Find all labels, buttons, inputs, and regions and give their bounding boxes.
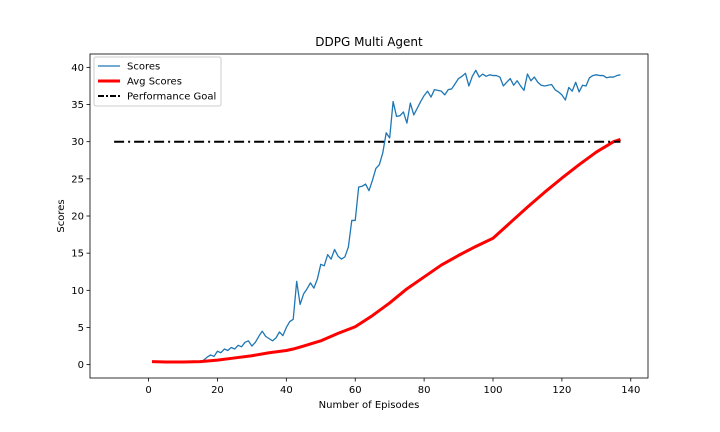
x-tick-label: 60 [349,385,362,396]
chart-title: DDPG Multi Agent [315,35,423,49]
y-tick-label: 5 [78,323,84,334]
series-line-1 [151,69,621,364]
series-layer [114,69,621,364]
y-tick-label: 35 [71,100,84,111]
legend: Scores Avg Scores Performance Goal [93,56,222,107]
y-tick-label: 20 [71,212,84,223]
y-tick-label: 40 [71,63,84,74]
series-line-2 [151,138,621,364]
y-tick-label: 30 [71,137,84,148]
x-tick-label: 100 [483,385,502,396]
legend-label: Avg Scores [127,77,182,88]
y-tick-label: 10 [71,286,84,297]
x-tick-label: 20 [211,385,224,396]
legend-box [93,56,222,107]
x-axis-label: Number of Episodes [319,400,420,411]
x-tick-label: 80 [418,385,431,396]
x-tick-label: 0 [145,385,151,396]
legend-label: Performance Goal [127,92,216,103]
y-tick-label: 15 [71,249,84,260]
legend-label: Scores [127,62,160,73]
y-tick-label: 25 [71,174,84,185]
x-tick-label: 140 [621,385,640,396]
y-axis-label: Scores [56,199,67,232]
x-tick-label: 120 [552,385,571,396]
y-axis: 0 5 10 15 20 25 30 35 40 [71,63,90,371]
x-axis: 0 20 40 60 80 100 120 140 [145,378,640,396]
x-tick-label: 40 [280,385,293,396]
y-tick-label: 0 [78,360,84,371]
